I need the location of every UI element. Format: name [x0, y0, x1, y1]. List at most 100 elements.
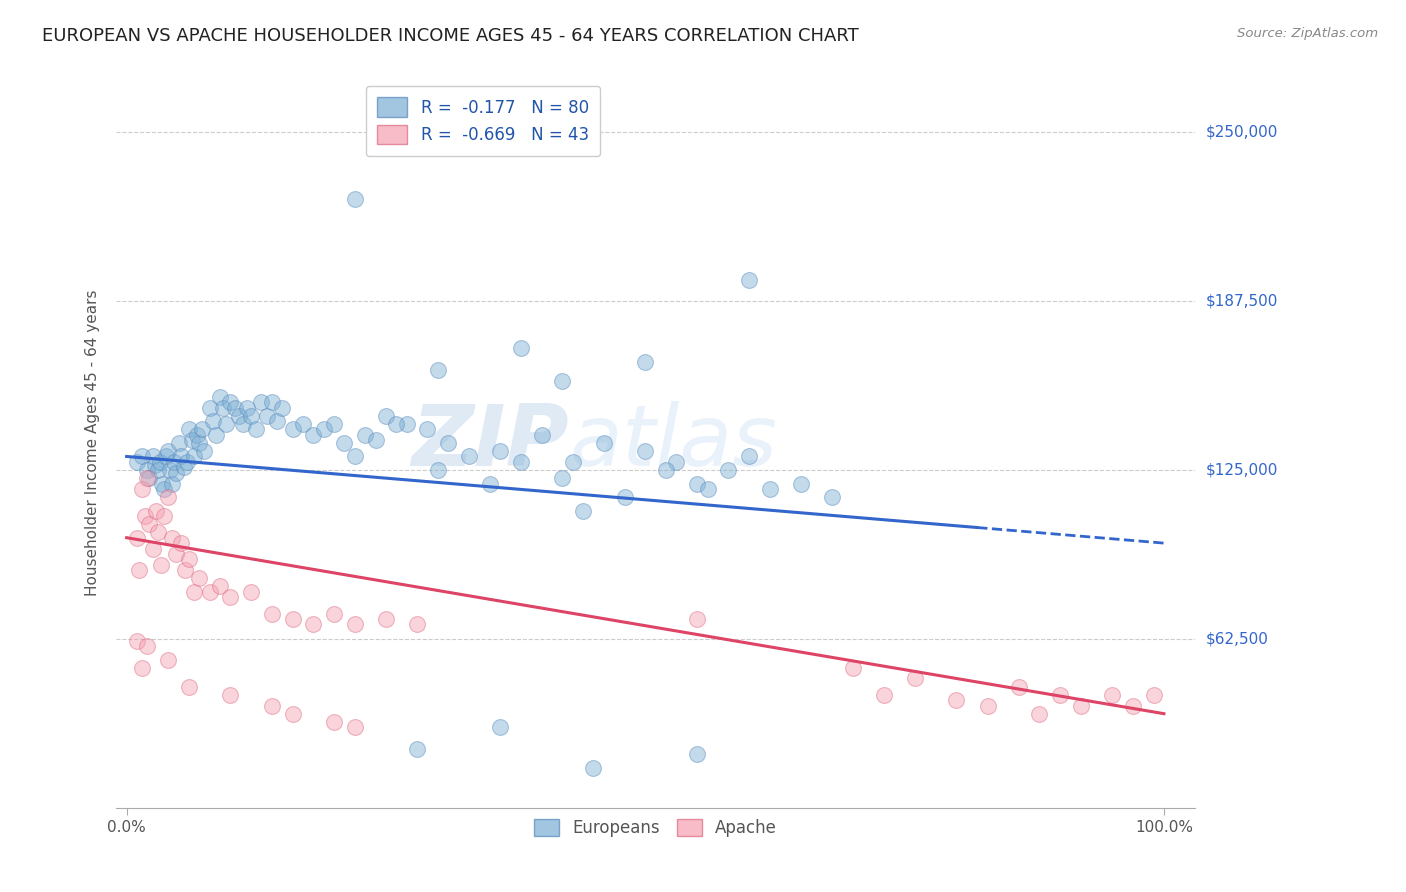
Point: [191, 422, 214, 436]
Point: [1008, 680, 1031, 694]
Point: [131, 450, 153, 464]
Point: [478, 476, 501, 491]
Point: [266, 414, 288, 428]
Point: [228, 409, 250, 423]
Point: [686, 476, 709, 491]
Point: [312, 422, 335, 436]
Point: [173, 563, 195, 577]
Point: [375, 409, 398, 423]
Point: [149, 455, 172, 469]
Point: [232, 417, 254, 431]
Point: [686, 747, 709, 762]
Point: [256, 409, 278, 423]
Point: [165, 547, 187, 561]
Point: [1122, 698, 1144, 713]
Point: [945, 693, 967, 707]
Point: [592, 436, 614, 450]
Point: [136, 463, 159, 477]
Point: [177, 680, 200, 694]
Point: [208, 579, 231, 593]
Point: [343, 450, 366, 464]
Point: [143, 458, 166, 472]
Point: [1101, 688, 1123, 702]
Point: [385, 417, 408, 431]
Point: [1142, 688, 1164, 702]
Point: [165, 466, 187, 480]
Point: [125, 455, 148, 469]
Point: [904, 672, 927, 686]
Point: [157, 652, 180, 666]
Point: [790, 476, 813, 491]
Text: $250,000: $250,000: [1206, 124, 1278, 139]
Point: [219, 591, 242, 605]
Point: [426, 363, 449, 377]
Point: [146, 525, 169, 540]
Point: [634, 444, 657, 458]
Point: [333, 436, 356, 450]
Point: [655, 463, 678, 477]
Point: [125, 531, 148, 545]
Point: [437, 436, 460, 450]
Point: [738, 450, 761, 464]
Point: [458, 450, 481, 464]
Point: [613, 490, 636, 504]
Point: [219, 688, 242, 702]
Point: [260, 395, 283, 409]
Point: [186, 427, 208, 442]
Point: [136, 639, 159, 653]
Point: [146, 463, 169, 477]
Point: [551, 471, 574, 485]
Point: [375, 612, 398, 626]
Point: [177, 552, 200, 566]
Point: [183, 585, 205, 599]
Text: $187,500: $187,500: [1206, 293, 1278, 309]
Point: [509, 455, 531, 469]
Point: [153, 482, 176, 496]
Point: [250, 395, 273, 409]
Point: [489, 720, 512, 734]
Point: [215, 417, 238, 431]
Point: [406, 742, 429, 756]
Legend: Europeans, Apache: Europeans, Apache: [527, 813, 783, 844]
Text: EUROPEAN VS APACHE HOUSEHOLDER INCOME AGES 45 - 64 YEARS CORRELATION CHART: EUROPEAN VS APACHE HOUSEHOLDER INCOME AG…: [42, 27, 859, 45]
Point: [149, 558, 172, 572]
Point: [219, 395, 242, 409]
Point: [159, 463, 181, 477]
Point: [873, 688, 896, 702]
Point: [169, 450, 191, 464]
Point: [201, 414, 224, 428]
Point: [343, 192, 366, 206]
Point: [128, 563, 150, 577]
Point: [177, 422, 200, 436]
Point: [162, 531, 184, 545]
Point: [530, 427, 553, 442]
Text: $62,500: $62,500: [1206, 632, 1270, 647]
Point: [260, 607, 283, 621]
Point: [173, 460, 195, 475]
Point: [131, 660, 153, 674]
Point: [138, 471, 160, 485]
Point: [1049, 688, 1071, 702]
Point: [157, 444, 180, 458]
Point: [323, 607, 346, 621]
Point: [281, 422, 304, 436]
Point: [696, 482, 718, 496]
Text: atlas: atlas: [569, 401, 778, 484]
Point: [271, 401, 294, 415]
Point: [686, 612, 709, 626]
Point: [551, 374, 574, 388]
Point: [395, 417, 418, 431]
Point: [1070, 698, 1092, 713]
Point: [717, 463, 740, 477]
Point: [198, 401, 221, 415]
Point: [364, 434, 387, 448]
Point: [240, 585, 263, 599]
Point: [188, 571, 211, 585]
Point: [142, 450, 165, 464]
Point: [758, 482, 780, 496]
Point: [240, 409, 263, 423]
Point: [260, 698, 283, 713]
Point: [188, 436, 211, 450]
Y-axis label: Householder Income Ages 45 - 64 years: Householder Income Ages 45 - 64 years: [86, 290, 100, 596]
Point: [323, 417, 346, 431]
